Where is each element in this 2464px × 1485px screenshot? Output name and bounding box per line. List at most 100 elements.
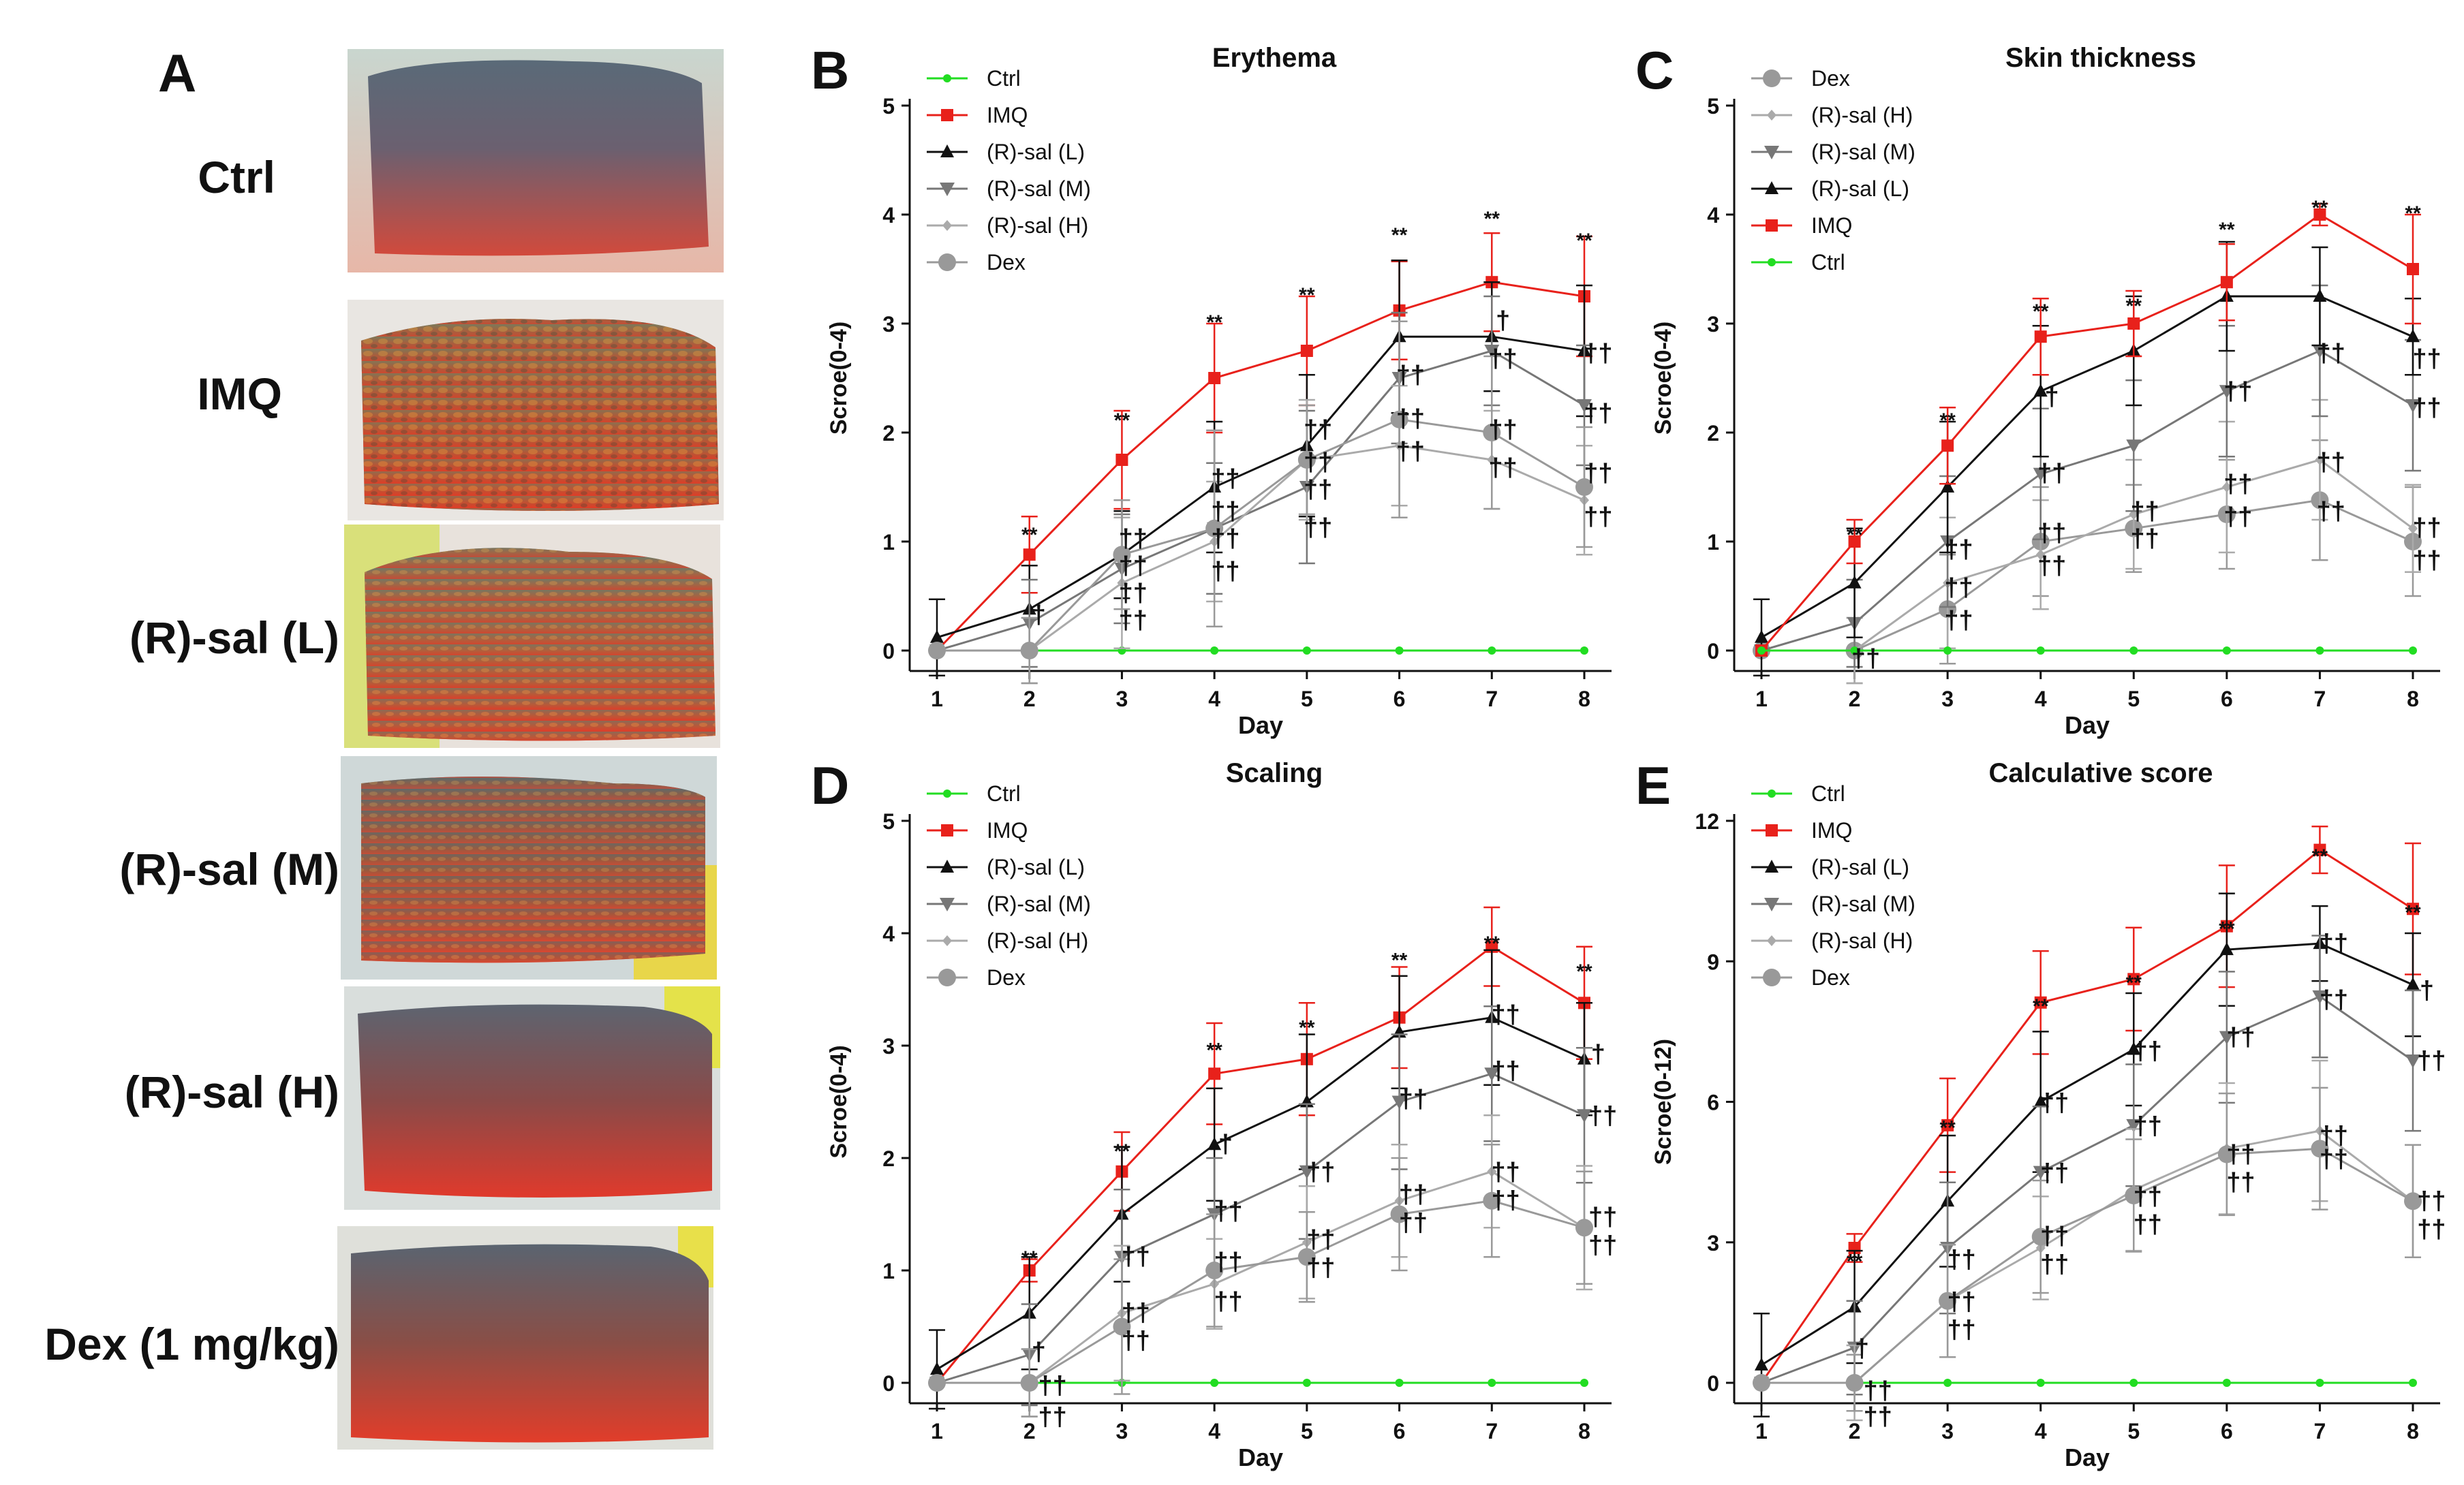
panel-b-annotation: † — [1496, 307, 1510, 335]
panel-d-annotation: †† — [1588, 1231, 1617, 1260]
panel-d-annotation: †† — [1399, 1181, 1428, 1209]
panel-e-point-ctrl — [2036, 1379, 2045, 1387]
panel-b-xtick-label: 8 — [1578, 687, 1590, 711]
panel-c-annotation: †† — [2223, 503, 2252, 531]
panel-b-ytick-label: 0 — [882, 639, 895, 663]
panel-d-series-dex — [928, 1143, 1593, 1418]
panel-e-xtick-label: 3 — [1941, 1419, 1954, 1443]
panel-d-xtick-label: 2 — [1023, 1419, 1036, 1443]
panel-e-annotation: †† — [2320, 986, 2348, 1014]
panel-c-point-r-sal-m — [2312, 345, 2328, 358]
panel-b-legend-marker-imq — [941, 109, 953, 121]
panel-d-legend-marker-dex — [938, 969, 956, 986]
panel-e-ytick-label: 3 — [1707, 1231, 1719, 1255]
panel-c-legend-label-imq: IMQ — [1811, 213, 1852, 238]
photo-rsal-m — [341, 756, 717, 980]
panel-e-legend-label-r-sal-m: (R)-sal (M) — [1811, 892, 1915, 916]
panel-e-ytick-label: 9 — [1707, 950, 1719, 974]
panel-b-line-r-sal-m — [936, 349, 1585, 652]
panel-e-annotation: †† — [1947, 1316, 1975, 1345]
panel-d-annotation: †† — [1399, 1208, 1428, 1237]
panel-d-point-r-sal-l — [1207, 1137, 1222, 1151]
panel-b-annotation: †† — [1211, 465, 1239, 493]
panel-e-xtick-label: 7 — [2314, 1419, 2326, 1443]
panel-d-annotation: ** — [1484, 933, 1500, 955]
panel-b-point-dex — [1483, 424, 1501, 441]
panel-e-point-dex — [1939, 1292, 1957, 1310]
panel-b-point-dex — [1575, 478, 1593, 496]
panel-d-ytick-label: 2 — [882, 1146, 895, 1171]
panel-b-legend-marker-dex — [938, 253, 956, 271]
panel-d-annotation: ** — [1114, 1140, 1130, 1163]
panel-c-point-imq — [2220, 276, 2233, 289]
panel-b-title: Erythema — [1212, 43, 1337, 73]
panel-b-xtick-label: 4 — [1208, 687, 1220, 711]
panel-b-point-dex — [928, 642, 946, 659]
panel-d-annotation: ** — [1576, 960, 1592, 983]
panel-e-annotation: ** — [2033, 995, 2049, 1018]
panel-d-point-r-sal-m — [1577, 1109, 1592, 1123]
panel-d-annotation: †† — [1492, 1158, 1520, 1187]
panel-e-annotation: †† — [2134, 1183, 2162, 1211]
panel-e-annotation: †† — [2134, 1112, 2162, 1141]
panel-e-point-dex — [2217, 1145, 2236, 1163]
panel-e-point-imq — [1941, 1119, 1954, 1131]
panel-e-annotation: †† — [2320, 930, 2348, 958]
panel-c-point-r-sal-l — [2406, 329, 2420, 343]
panel-e-annotation: ** — [2405, 901, 2421, 924]
panel-b-annotation: †† — [1396, 361, 1425, 390]
panel-d-xtick-label: 8 — [1578, 1419, 1590, 1443]
panel-e-ytick-label: 0 — [1707, 1371, 1719, 1396]
panel-c-point-imq — [2407, 263, 2419, 275]
panel-e-legend-marker-ctrl — [1768, 790, 1776, 798]
panel-d-annotation: †† — [1399, 1085, 1428, 1114]
panel-b-legend-label-r-sal-m: (R)-sal (M) — [987, 176, 1091, 201]
panel-c-point-r-sal-h — [2221, 482, 2232, 493]
panel-c-legend-marker-r-sal-l — [1765, 181, 1778, 194]
panel-b-annotation: †† — [1396, 405, 1425, 433]
panel-d-annotation: ** — [1391, 950, 1408, 972]
panel-c-line-r-sal-h — [1761, 458, 2414, 652]
panel-d-line-dex — [937, 1200, 1585, 1384]
panel-c-point-ctrl — [2036, 646, 2045, 655]
panel-d-point-r-sal-m — [1299, 1165, 1314, 1179]
panel-e-point-imq — [2034, 996, 2047, 1009]
panel-c-ytick-label: 4 — [1707, 203, 1719, 228]
panel-b-annotation: †† — [1304, 475, 1332, 504]
panel-e-point-dex — [2125, 1187, 2143, 1204]
panel-e-xlabel: Day — [2065, 1443, 2110, 1471]
panel-c-legend-label-ctrl: Ctrl — [1811, 250, 1845, 275]
panel-b-point-r-sal-l — [930, 629, 944, 643]
panel-e-annotation: †† — [2040, 1222, 2069, 1251]
photo-rsal-h — [344, 986, 720, 1210]
panel-b-point-dex — [1020, 642, 1038, 659]
panel-e-annotation: ** — [1939, 1117, 1956, 1140]
panel-c-xtick-label: 1 — [1755, 687, 1768, 711]
panel-b-point-dex — [1297, 451, 1316, 469]
panel-e-point-r-sal-l — [2219, 942, 2234, 956]
panel-e-annotation: † — [2420, 976, 2434, 1005]
panel-b-annotation: †† — [1488, 454, 1517, 482]
panel-d-xtick-label: 5 — [1301, 1419, 1313, 1443]
panel-b-annotation: †† — [1304, 514, 1332, 542]
panel-c-ytick-label: 5 — [1707, 94, 1719, 119]
panel-b-annotation: ** — [1391, 224, 1408, 247]
panel-d-annotation: † — [1218, 1130, 1233, 1159]
panel-d-point-ctrl — [1302, 1379, 1311, 1387]
photo-label-dex: Dex (1 mg/kg) — [44, 1319, 339, 1369]
panel-c-point-ctrl — [2315, 646, 2324, 655]
panel-c-point-r-sal-m — [2033, 467, 2048, 482]
panel-d-point-dex — [1575, 1219, 1593, 1237]
panel-e-point-dex — [2031, 1228, 2050, 1246]
panel-d-annotation: †† — [1492, 1001, 1520, 1029]
panel-b-point-imq — [1300, 345, 1313, 357]
panel-c-xtick-label: 6 — [2221, 687, 2233, 711]
panel-e-point-r-sal-m — [2312, 990, 2328, 1004]
panel-b-point-imq — [1023, 548, 1036, 561]
panel-b-point-ctrl — [1488, 646, 1496, 655]
panel-c-ylabel: Scroe(0-4) — [1650, 322, 1676, 435]
panel-b-point-imq — [1115, 454, 1128, 466]
panel-e-ytick-label: 12 — [1695, 809, 1719, 834]
panel-c-annotation: †† — [2412, 514, 2441, 542]
panel-b-annotation: †† — [1584, 503, 1612, 531]
